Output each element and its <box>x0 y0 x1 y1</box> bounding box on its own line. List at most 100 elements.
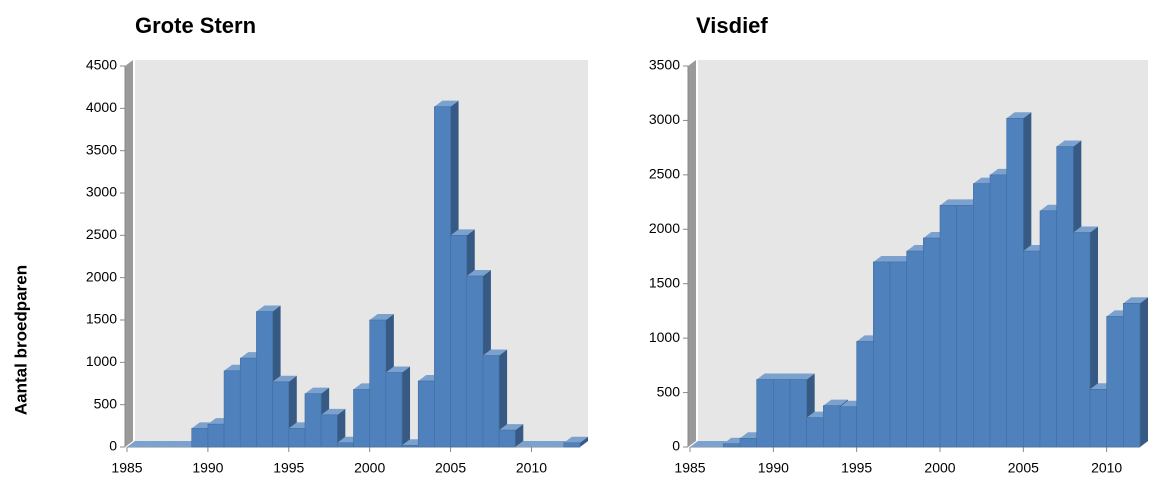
bar-top <box>499 424 524 431</box>
bar-front <box>498 429 516 448</box>
bar-front <box>889 261 907 448</box>
bar-front <box>923 237 941 448</box>
bar <box>143 441 168 447</box>
bar-front <box>1056 146 1074 448</box>
bar-top <box>466 269 491 276</box>
bar-top <box>321 408 346 415</box>
y-tick-label: 3000 <box>649 111 680 127</box>
chart-title: Grote Stern <box>135 13 256 38</box>
bar-side <box>499 349 508 447</box>
bar <box>127 441 152 447</box>
bar-front <box>450 235 468 448</box>
bar-front <box>482 355 500 448</box>
bar-side <box>402 366 411 447</box>
x-tick-label: 1990 <box>758 460 789 476</box>
bar-top <box>385 366 411 373</box>
bar-front <box>789 379 807 448</box>
bar-top <box>563 436 588 443</box>
x-tick-label: 2000 <box>924 460 955 476</box>
bar-front <box>839 406 857 448</box>
bar-front <box>1006 117 1024 448</box>
bar <box>385 366 411 448</box>
bar-front <box>320 414 338 448</box>
x-tick-label: 1995 <box>841 460 872 476</box>
bar-front <box>973 183 991 448</box>
bar <box>482 349 508 448</box>
bar-front <box>207 423 225 448</box>
bar-front <box>756 379 774 448</box>
bar-front <box>956 205 974 448</box>
bar-front <box>1073 232 1091 448</box>
bar-front <box>873 261 891 448</box>
y-tick-label: 2500 <box>86 226 117 242</box>
x-tick-label: 2010 <box>516 460 547 476</box>
bar-front <box>939 205 957 448</box>
y-axis-label: Aantal broedparen <box>11 265 30 415</box>
bar-top <box>940 199 965 206</box>
bar-top <box>450 229 475 236</box>
y-tick-label: 4500 <box>86 57 117 73</box>
bar-top <box>434 100 459 107</box>
bar-side <box>580 436 588 447</box>
bar-front <box>856 341 874 448</box>
y-tick-label: 3000 <box>86 184 117 200</box>
x-tick-label: 2005 <box>1008 460 1039 476</box>
side-wall <box>688 60 696 447</box>
bar-front <box>385 372 403 448</box>
bar-top <box>159 441 184 447</box>
y-tick-label: 3500 <box>86 141 117 157</box>
bar-front <box>1023 250 1041 448</box>
bar-front <box>823 405 841 448</box>
bar-side <box>1140 297 1148 447</box>
bar-top <box>756 373 782 380</box>
bar-top <box>531 441 556 447</box>
x-tick-label: 1985 <box>111 460 142 476</box>
bar-front <box>239 357 257 448</box>
y-tick-label: 500 <box>94 395 118 411</box>
bar-top <box>256 305 281 312</box>
bar-front <box>191 428 209 448</box>
y-tick-label: 0 <box>672 438 680 454</box>
bar-top <box>690 441 715 447</box>
bar-top <box>482 349 508 356</box>
bar-front <box>1123 303 1141 448</box>
bar-side <box>337 408 346 447</box>
x-tick-label: 1985 <box>674 460 705 476</box>
bar-top <box>790 373 815 380</box>
bar <box>1123 297 1148 448</box>
bar-front <box>369 319 387 448</box>
bar-front <box>739 437 757 448</box>
bar-front <box>223 370 241 448</box>
y-tick-label: 0 <box>109 438 117 454</box>
y-tick-label: 500 <box>657 383 681 399</box>
bar-top <box>515 441 540 447</box>
bar-front <box>401 445 419 448</box>
bar-front <box>1039 210 1057 448</box>
bar-top <box>1056 140 1082 147</box>
bar-top <box>1073 226 1098 233</box>
bar-top <box>143 441 168 447</box>
y-tick-label: 2000 <box>649 220 680 236</box>
bar-front <box>417 380 435 448</box>
y-tick-label: 3500 <box>649 57 680 73</box>
bar-front <box>434 106 451 448</box>
bar-front <box>304 393 322 448</box>
bar-front <box>256 311 273 448</box>
side-wall <box>125 60 133 447</box>
y-tick-label: 1500 <box>86 311 117 327</box>
bar-front <box>989 174 1007 448</box>
bar-front <box>337 442 354 448</box>
bar-top <box>1006 112 1032 119</box>
bar-front <box>1106 316 1124 448</box>
bar <box>563 436 588 448</box>
bar-top <box>272 375 297 382</box>
bar-top <box>304 387 330 394</box>
bar-front <box>353 389 370 448</box>
bar-front <box>563 442 581 448</box>
bar <box>515 441 540 447</box>
x-tick-label: 2005 <box>435 460 466 476</box>
bar-front <box>773 379 791 448</box>
y-tick-label: 1500 <box>649 274 680 290</box>
bar <box>320 408 346 448</box>
